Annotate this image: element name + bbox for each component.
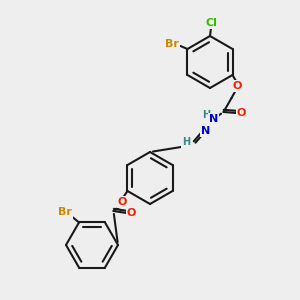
Text: O: O <box>118 197 127 207</box>
Text: N: N <box>201 126 210 136</box>
Text: H: H <box>202 110 211 120</box>
Text: Cl: Cl <box>205 18 217 28</box>
Text: O: O <box>237 108 246 118</box>
Text: H: H <box>182 137 190 147</box>
Text: N: N <box>209 114 218 124</box>
Text: Br: Br <box>164 39 178 49</box>
Text: O: O <box>233 81 242 91</box>
Text: O: O <box>127 208 136 218</box>
Text: Br: Br <box>58 208 72 218</box>
